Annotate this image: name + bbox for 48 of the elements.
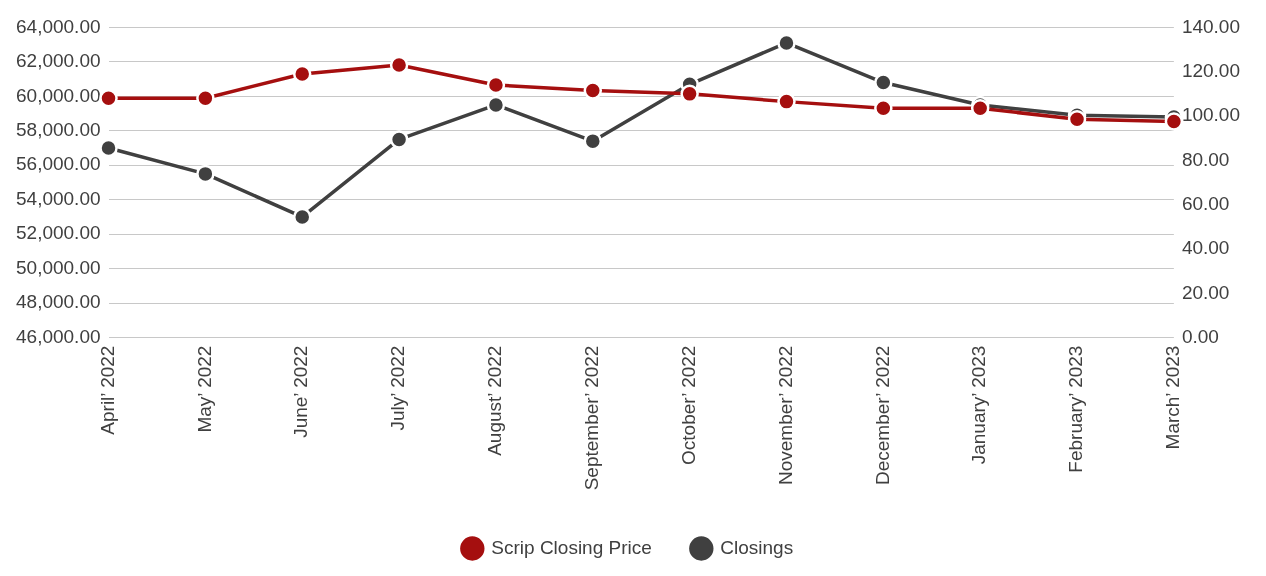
- y-tick-label: 50,000.00: [15, 256, 101, 278]
- point: [777, 33, 796, 53]
- point: [292, 64, 312, 84]
- point: [777, 92, 796, 111]
- y-tick-label: 60,000.00: [15, 84, 101, 106]
- y2-tick-label: 0.00: [1181, 325, 1219, 347]
- point: [486, 95, 506, 115]
- point: [486, 75, 506, 95]
- point: [583, 131, 603, 151]
- y2-tick-label: 120.00: [1181, 59, 1241, 81]
- y-tick-label: 56,000.00: [15, 153, 101, 175]
- point: [389, 130, 409, 149]
- y2-tick-label: 100.00: [1181, 104, 1241, 126]
- x-tick-label: December’ 2022: [871, 345, 893, 486]
- y2-tick-label: 140.00: [1181, 15, 1241, 37]
- point: [389, 55, 409, 75]
- legend-label: Scrip Closing Price: [491, 536, 652, 558]
- x-tick-label: September’ 2022: [581, 345, 603, 491]
- y-tick-label: 52,000.00: [15, 222, 101, 244]
- x-tick-label: November’ 2022: [774, 345, 796, 486]
- x-tick-label: July’ 2022: [387, 345, 409, 431]
- x-tick-label: April’ 2022: [96, 345, 118, 435]
- point: [1164, 112, 1184, 131]
- y2-tick-label: 20.00: [1181, 281, 1230, 303]
- y-tick-label: 62,000.00: [15, 50, 101, 72]
- point: [1067, 110, 1087, 129]
- y2-tick-label: 40.00: [1181, 237, 1230, 259]
- y2-tick-label: 60.00: [1181, 192, 1230, 214]
- x-tick-label: February’ 2023: [1065, 345, 1087, 473]
- x-tick-label: August’ 2022: [484, 345, 506, 456]
- y-tick-label: 48,000.00: [15, 291, 101, 313]
- x-tick-label: October’ 2022: [677, 345, 699, 465]
- point: [680, 84, 699, 104]
- y2-tick-label: 80.00: [1181, 148, 1230, 170]
- point: [292, 207, 312, 227]
- y-tick-label: 58,000.00: [15, 119, 101, 141]
- point: [583, 81, 603, 100]
- point: [196, 164, 215, 184]
- legend-label: Closings: [720, 536, 794, 558]
- x-tick-label: June’ 2022: [290, 345, 312, 438]
- point: [874, 73, 893, 92]
- x-tick-label: January’ 2023: [968, 345, 990, 465]
- y-tick-label: 54,000.00: [15, 187, 101, 209]
- point: [99, 138, 118, 158]
- x-tick-label: May’ 2022: [193, 345, 215, 433]
- x-tick-label: March’ 2023: [1162, 345, 1184, 450]
- y-tick-label: 64,000.00: [15, 15, 101, 37]
- y-tick-label: 46,000.00: [15, 325, 101, 347]
